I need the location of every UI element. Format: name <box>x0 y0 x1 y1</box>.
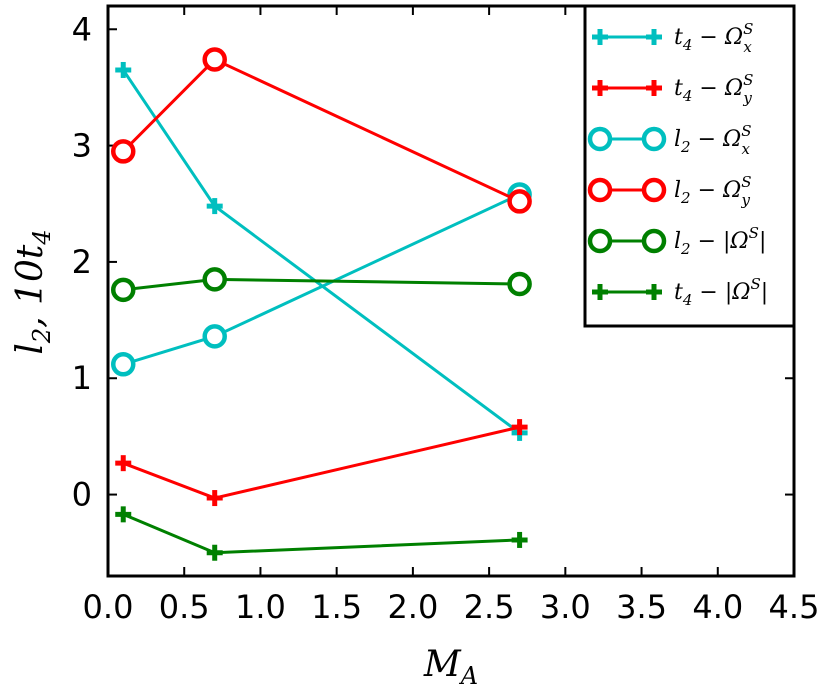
x-tick-label: 4.5 <box>769 588 820 626</box>
y-axis-title: l2, 10t4 <box>10 229 56 354</box>
x-tick-label: 2.0 <box>387 588 438 626</box>
legend-entry: l2 − ΩS y <box>587 173 752 209</box>
series-4 <box>110 47 532 214</box>
data-point <box>110 139 136 164</box>
data-point <box>202 267 227 292</box>
data-point <box>110 352 136 377</box>
data-point <box>507 189 532 214</box>
y-tick-label: 2 <box>72 243 92 281</box>
x-tick-label: 4.0 <box>692 588 743 626</box>
legend-entry: l2 − |ΩS| <box>587 224 766 258</box>
data-point <box>507 271 532 297</box>
legend-entry: t4 − |ΩS| <box>592 275 768 309</box>
series-6 <box>115 506 528 561</box>
series-layer <box>110 47 532 561</box>
legend-entry: l2 − ΩS x <box>587 122 752 158</box>
x-tick-label: 0.0 <box>83 588 134 626</box>
legend-label: t4 − ΩS y <box>674 71 753 107</box>
data-point <box>202 47 227 72</box>
x-tick-label: 2.5 <box>464 588 515 626</box>
legend-label: l2 − ΩS x <box>674 122 752 158</box>
x-tick-label: 1.5 <box>311 588 362 626</box>
legend-swatch-marker <box>587 228 613 254</box>
legend-swatch-marker <box>641 126 667 152</box>
legend-label: l2 − ΩS y <box>674 173 752 209</box>
data-point <box>110 277 136 303</box>
x-axis-ticks: 0.0 0.5 1.0 1.5 2.0 2.5 3.0 3.5 4.0 4.5 <box>83 6 820 626</box>
legend-entry: t4 − ΩS y <box>592 71 753 107</box>
legend-swatch-marker <box>587 177 613 203</box>
y-tick-label: 0 <box>72 476 92 514</box>
x-axis-title: MA <box>423 644 478 690</box>
x-tick-label: 3.0 <box>540 588 591 626</box>
legend-label: l2 − |ΩS| <box>674 224 766 258</box>
legend-swatch-marker <box>587 126 613 152</box>
y-axis-ticks: 0 1 2 3 4 <box>72 10 794 514</box>
x-tick-label: 1.0 <box>235 588 286 626</box>
legend-label: t4 − ΩS x <box>674 20 753 56</box>
legend-swatch-marker <box>641 177 667 203</box>
legend-entry: t4 − ΩS x <box>592 20 753 56</box>
x-tick-label: 0.5 <box>159 588 210 626</box>
legend-label: t4 − |ΩS| <box>674 275 768 309</box>
series-2 <box>115 419 528 507</box>
series-5 <box>110 267 532 303</box>
legend-swatch-marker <box>641 228 667 254</box>
y-tick-label: 4 <box>72 10 92 48</box>
x-tick-label: 3.5 <box>616 588 667 626</box>
legend: t4 − ΩS x t4 − ΩS y l2 − ΩS x l2 − ΩS y l2 − |ΩS… <box>583 4 796 328</box>
data-point <box>202 324 227 349</box>
legend-box <box>583 4 796 328</box>
y-tick-label: 3 <box>72 127 92 165</box>
y-tick-label: 1 <box>72 359 92 397</box>
